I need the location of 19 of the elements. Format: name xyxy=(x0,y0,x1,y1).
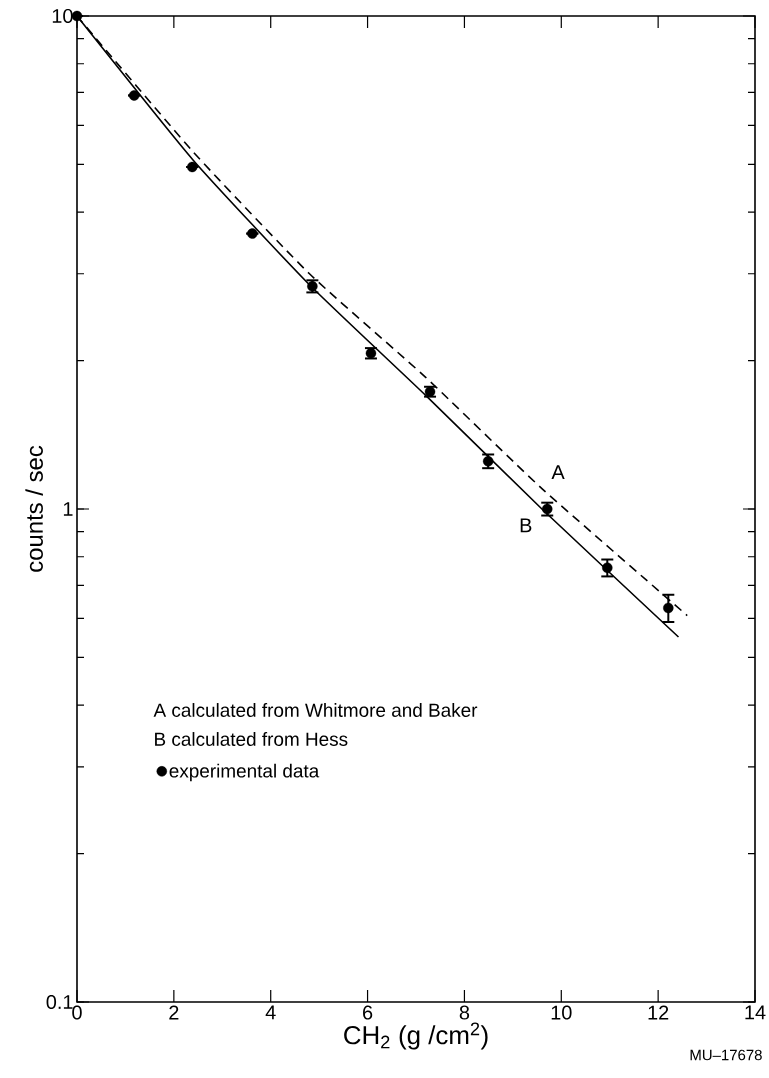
y-tick-label: 1 xyxy=(63,502,73,516)
y-tick-label: 10 xyxy=(52,8,73,24)
y-axis-title: counts / sec xyxy=(25,445,43,572)
x-tick-label: 8 xyxy=(459,1005,469,1020)
text: MU–17678 xyxy=(690,1049,762,1061)
x-tick-label: 14 xyxy=(745,1005,766,1020)
x-tick-label: 0 xyxy=(72,1005,82,1020)
series-label: B xyxy=(520,518,532,533)
x-tick-label: 6 xyxy=(362,1005,373,1020)
x-axis-title: CH$_{2}$ (g /cm$^{2}$) xyxy=(343,1022,488,1050)
series-label: A xyxy=(551,465,565,480)
annotation: A calculated from Whitmore and Baker xyxy=(153,703,477,717)
x-tick-label: 2 xyxy=(169,1005,179,1020)
x-tick-label: 12 xyxy=(648,1005,669,1020)
annotation: B calculated from Hess xyxy=(154,732,348,746)
x-tick-label: 4 xyxy=(265,1005,276,1020)
y-tick-label: 0.1 xyxy=(46,994,73,1010)
legend-label: experimental data xyxy=(169,763,320,782)
x-tick-label: 10 xyxy=(551,1005,572,1020)
